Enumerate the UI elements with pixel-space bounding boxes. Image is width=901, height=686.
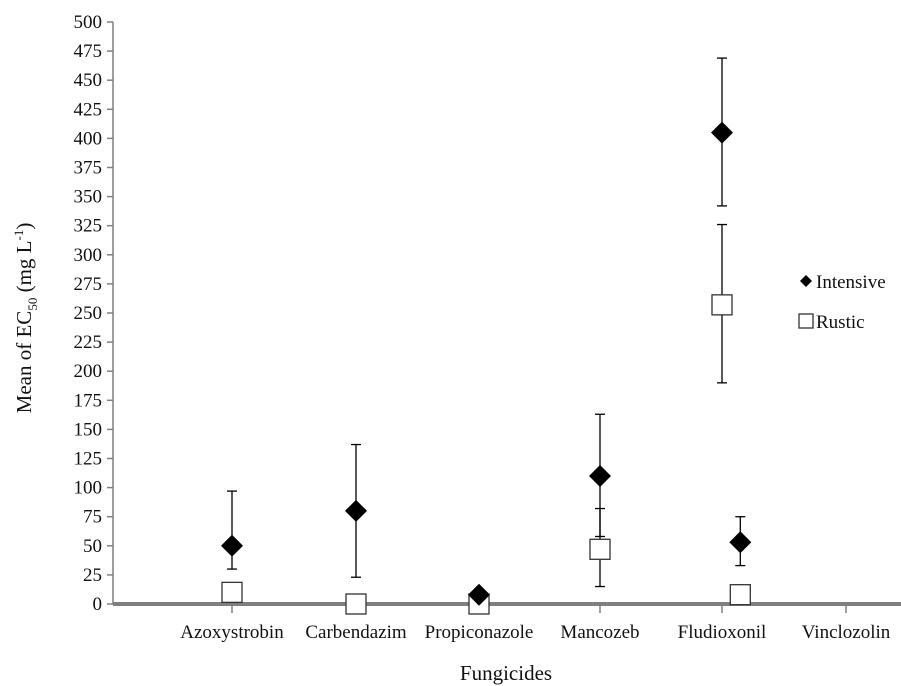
y-tick-label: 350: [74, 187, 103, 208]
x-tick-label: Carbendazim: [305, 622, 407, 643]
rustic-marker: [589, 538, 611, 560]
rustic-marker: [711, 294, 733, 316]
x-tick-label: Azoxystrobin: [180, 622, 284, 643]
legend: Intensive Rustic: [798, 272, 886, 333]
y-tick-label: 475: [74, 41, 103, 62]
legend-intensive-label: Intensive: [816, 272, 886, 293]
y-ticks: 0 25 50 75 100 125 150 175 200 225 250 275 300 325 350…: [74, 12, 113, 615]
y-tick-label: 450: [74, 70, 103, 91]
rustic-marker: [221, 581, 243, 604]
intensive-marker: [711, 121, 733, 144]
y-axis-title-unit: (mg L: [12, 241, 36, 298]
intensive-marker: [729, 531, 752, 554]
y-tick-label: 75: [83, 507, 102, 528]
y-tick-label: 225: [74, 332, 103, 353]
y-axis-title-close: ): [12, 223, 36, 230]
error-bars: [227, 57, 746, 599]
legend-intensive-marker: [800, 275, 812, 287]
y-tick-label: 50: [83, 536, 102, 557]
y-tick-label: 200: [74, 361, 103, 382]
intensive-marker: [468, 583, 490, 606]
x-axis-title: Fungicides: [460, 661, 552, 685]
y-tick-label: 175: [74, 390, 103, 411]
legend-rustic-marker: [798, 313, 814, 329]
x-tick-label: Propiconazole: [425, 622, 534, 643]
axes: [112, 22, 901, 606]
intensive-marker: [589, 464, 611, 487]
y-tick-label: 250: [74, 303, 103, 324]
y-axis-title: Mean of EC50 (mg L-1): [11, 223, 40, 414]
x-tick-label: Fludioxonil: [678, 622, 767, 643]
y-tick-label: 375: [74, 158, 103, 179]
svg-text:Mean of EC50 (mg L-1): Mean of EC50 (mg L-1): [11, 223, 40, 414]
y-axis-title-subscript: 50: [25, 298, 40, 311]
rustic-marker: [729, 584, 751, 606]
y-tick-label: 275: [74, 274, 103, 295]
y-tick-label: 400: [74, 128, 103, 149]
x-tick-label: Vinclozolin: [802, 622, 891, 643]
y-tick-label: 425: [74, 99, 103, 120]
y-tick-label: 0: [93, 594, 103, 615]
x-tick-label: Mancozeb: [560, 622, 639, 643]
y-tick-label: 25: [83, 565, 102, 586]
y-tick-label: 300: [74, 245, 103, 266]
y-tick-label: 100: [74, 478, 103, 499]
intensive-marker: [221, 534, 243, 557]
y-axis-title-prefix: Mean of EC: [12, 311, 36, 414]
y-axis-title-superscript: -1: [11, 230, 26, 241]
y-tick-label: 125: [74, 449, 103, 470]
rustic-marker: [345, 593, 367, 615]
intensive-marker: [345, 499, 367, 522]
x-ticks: Azoxystrobin Carbendazim Propiconazole Manc…: [180, 604, 891, 643]
y-tick-label: 325: [74, 216, 103, 237]
legend-rustic-label: Rustic: [816, 312, 865, 333]
y-tick-label: 150: [74, 419, 103, 440]
y-tick-label: 500: [74, 12, 103, 33]
markers: [221, 121, 752, 615]
